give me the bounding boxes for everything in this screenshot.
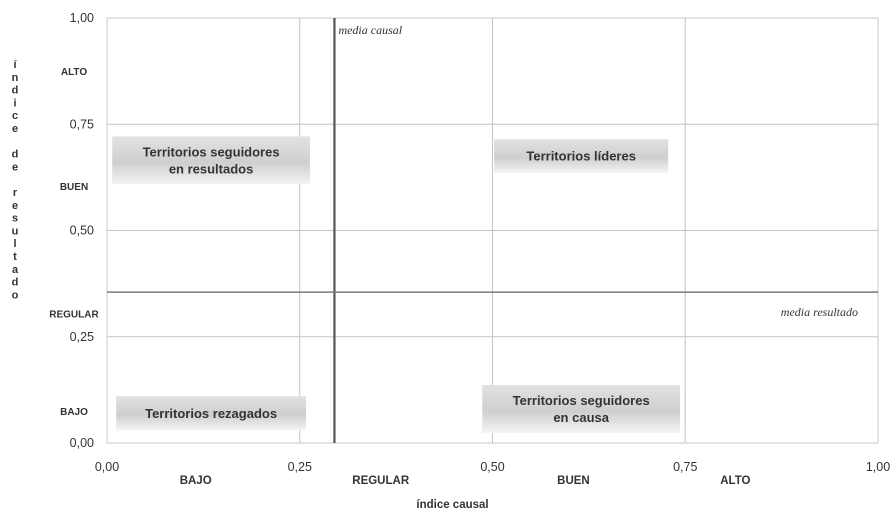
quadrant-label-box: Territorios seguidores en resultados xyxy=(112,136,310,185)
quadrant-box-bg xyxy=(112,136,310,185)
y-band-label: REGULAR xyxy=(49,309,99,320)
y-tick-label: 0,50 xyxy=(70,224,94,238)
mean-causal-label: media causal xyxy=(338,23,402,37)
y-axis-title-letter: n xyxy=(12,72,19,84)
y-axis-title-letter: e xyxy=(12,123,18,135)
y-axis-title-letter: e xyxy=(12,161,18,173)
x-tick-label: 1,00 xyxy=(866,460,890,474)
y-axis-title-letter: d xyxy=(12,85,19,97)
x-band-label: REGULAR xyxy=(352,475,410,487)
y-band-label: BUEN xyxy=(60,182,88,193)
y-axis-title-letter: a xyxy=(12,264,19,276)
x-band-label: BUEN xyxy=(557,475,590,487)
quadrant-label-text: Territorios seguidores xyxy=(513,393,650,408)
x-axis-title: índice causal xyxy=(416,499,488,510)
x-tick-label: 0,50 xyxy=(480,460,504,474)
quadrant-label-text: Territorios líderes xyxy=(526,149,636,164)
quadrant-box-bg xyxy=(482,385,681,433)
mean-resultado-label: media resultado xyxy=(781,305,858,319)
quadrant-label-box: Territorios seguidores en causa xyxy=(482,385,681,433)
x-tick-label: 0,75 xyxy=(673,460,697,474)
x-tick-label: 0,25 xyxy=(288,460,312,474)
y-axis-title-letter: í xyxy=(13,59,17,71)
y-tick-label: 1,00 xyxy=(70,11,94,25)
quadrant-box-bg xyxy=(494,139,669,174)
x-tick-label: 0,00 xyxy=(95,460,119,474)
y-band-label: BAJO xyxy=(60,407,88,418)
x-band-label: ALTO xyxy=(720,475,750,487)
y-axis-title-letter: e xyxy=(12,200,18,212)
y-axis-title-letter: d xyxy=(12,277,19,289)
y-axis-title-letter: c xyxy=(12,110,18,122)
quadrant-label-text: Territorios seguidores xyxy=(143,144,280,159)
quadrant-label-box: Territorios líderes xyxy=(494,139,669,174)
quadrant-label-text: en causa xyxy=(553,410,609,425)
y-tick-label: 0,75 xyxy=(70,117,94,131)
y-band-label: ALTO xyxy=(61,67,88,78)
quadrant-label-text: en resultados xyxy=(169,161,254,176)
y-axis-title-letter: i xyxy=(13,97,16,109)
y-axis-title-letter: s xyxy=(12,213,18,225)
y-tick-label: 0,00 xyxy=(70,436,94,450)
y-axis-title-letter: t xyxy=(13,251,17,263)
x-band-label: BAJO xyxy=(180,475,212,487)
y-axis-title-letter: o xyxy=(12,289,19,301)
quadrant-box-bg xyxy=(116,396,307,431)
quadrant-label-box: Territorios rezagados xyxy=(116,396,307,431)
quadrant-label-text: Territorios rezagados xyxy=(145,406,277,421)
y-axis-title-letter: u xyxy=(12,225,19,237)
y-tick-label: 0,25 xyxy=(70,330,94,344)
y-axis-title-letter: l xyxy=(13,238,16,250)
y-axis-title-letter: r xyxy=(13,187,18,199)
y-axis-title-letter: d xyxy=(12,149,19,161)
